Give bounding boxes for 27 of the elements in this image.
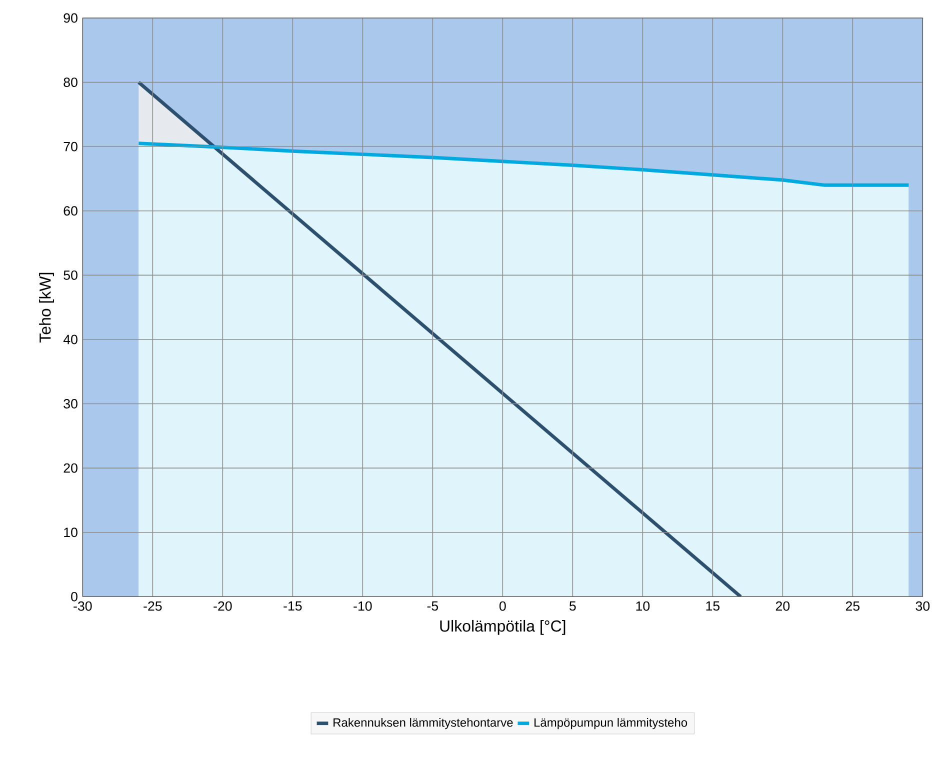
x-tick-label: 25 [846, 601, 860, 611]
y-tick-label: 80 [64, 78, 78, 88]
x-tick-label: -5 [427, 601, 438, 611]
y-tick-label: 10 [64, 528, 78, 538]
legend-label: Lämpöpumpun lämmitysteho [534, 718, 688, 730]
y-tick-label: 40 [63, 334, 78, 344]
legend-label: Rakennuksen lämmitystehontarve [334, 718, 513, 730]
y-axis-title: Teho [kW] [39, 272, 54, 343]
x-tick-label: -30 [74, 601, 92, 611]
y-tick-label: 70 [64, 142, 78, 152]
x-axis-title: Ulkolämpötila [°C] [440, 620, 566, 635]
y-tick-label: 30 [64, 399, 78, 408]
x-tick-label: 30 [916, 601, 930, 611]
y-tick-label: 20 [64, 463, 78, 473]
x-tick-label: 5 [570, 601, 576, 611]
x-tick-label: 15 [706, 601, 720, 611]
x-tick-label: -10 [354, 601, 372, 611]
x-tick-label: 10 [636, 601, 650, 611]
y-tick-label: 50 [64, 270, 78, 280]
x-tick-label: -15 [284, 601, 302, 611]
x-tick-label: 20 [776, 601, 790, 611]
y-tick-label: 0 [71, 592, 78, 602]
y-tick-label: 90 [64, 13, 78, 23]
y-tick-label: 60 [64, 206, 78, 216]
x-tick-label: 0 [499, 601, 506, 611]
x-tick-label: -25 [144, 601, 162, 611]
x-tick-label: -20 [214, 601, 232, 611]
